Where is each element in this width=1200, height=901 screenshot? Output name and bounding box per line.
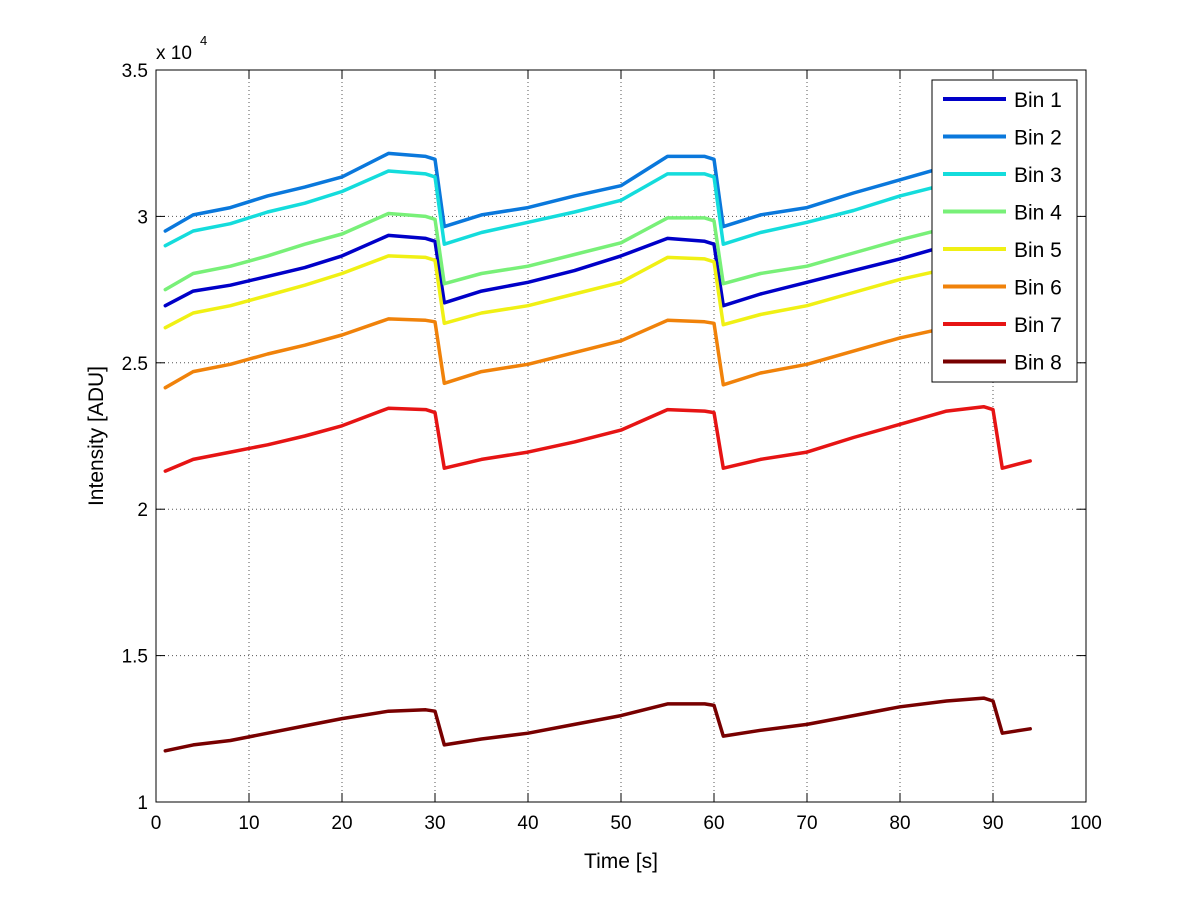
legend-label-bin-6: Bin 6 bbox=[1014, 277, 1062, 300]
legend-label-bin-1: Bin 1 bbox=[1014, 89, 1062, 112]
y-tick-label: 2.5 bbox=[122, 354, 148, 375]
x-tick-label: 30 bbox=[424, 813, 445, 834]
x-tick-label: 70 bbox=[796, 813, 817, 834]
legend-label-bin-7: Bin 7 bbox=[1014, 314, 1062, 337]
y-tick-label: 3 bbox=[137, 207, 148, 228]
x-tick-label: 10 bbox=[238, 813, 259, 834]
ticks: 0 10 20 30 40 50 60 70 80 90 100 1 1.5 2 2.5 3 3.5 bbox=[122, 61, 1102, 834]
legend-box bbox=[931, 79, 1078, 383]
series-layer bbox=[163, 151, 1032, 753]
series-line-bin-2 bbox=[163, 151, 949, 233]
legend-label-bin-8: Bin 8 bbox=[1014, 352, 1062, 375]
x-tick-label: 40 bbox=[517, 813, 538, 834]
series-line-bin-3 bbox=[163, 169, 949, 248]
series-line-bin-5 bbox=[163, 254, 949, 330]
y-tick-label: 1.5 bbox=[122, 647, 148, 668]
legend: Bin 1 Bin 2 Bin 3 Bin 4 Bin 5 Bin 6 Bin 7 Bin 8 bbox=[931, 79, 1078, 383]
y-multiplier-base: x 10 bbox=[156, 43, 192, 64]
legend-label-bin-5: Bin 5 bbox=[1014, 239, 1062, 262]
series-line-bin-8 bbox=[163, 696, 1032, 753]
grid bbox=[156, 70, 1086, 802]
x-tick-label: 100 bbox=[1070, 813, 1102, 834]
y-tick-label: 1 bbox=[137, 793, 148, 814]
y-multiplier-exponent: 4 bbox=[200, 33, 207, 48]
x-tick-label: 90 bbox=[982, 813, 1003, 834]
x-axis-label: Time [s] bbox=[584, 850, 658, 873]
y-multiplier: x 10 4 bbox=[156, 33, 207, 64]
y-axis-label: Intensity [ADU] bbox=[85, 366, 108, 506]
x-tick-label: 0 bbox=[151, 813, 162, 834]
x-tick-label: 60 bbox=[703, 813, 724, 834]
legend-label-bin-3: Bin 3 bbox=[1014, 164, 1062, 187]
x-tick-label: 50 bbox=[610, 813, 631, 834]
legend-label-bin-2: Bin 2 bbox=[1014, 127, 1062, 150]
y-tick-label: 3.5 bbox=[122, 61, 148, 82]
series-line-bin-4 bbox=[163, 211, 949, 292]
series-line-bin-7 bbox=[163, 404, 1032, 473]
series-line-bin-1 bbox=[163, 233, 949, 308]
y-tick-label: 2 bbox=[137, 500, 148, 521]
x-tick-label: 20 bbox=[331, 813, 352, 834]
legend-label-bin-4: Bin 4 bbox=[1014, 202, 1062, 225]
x-tick-label: 80 bbox=[889, 813, 910, 834]
